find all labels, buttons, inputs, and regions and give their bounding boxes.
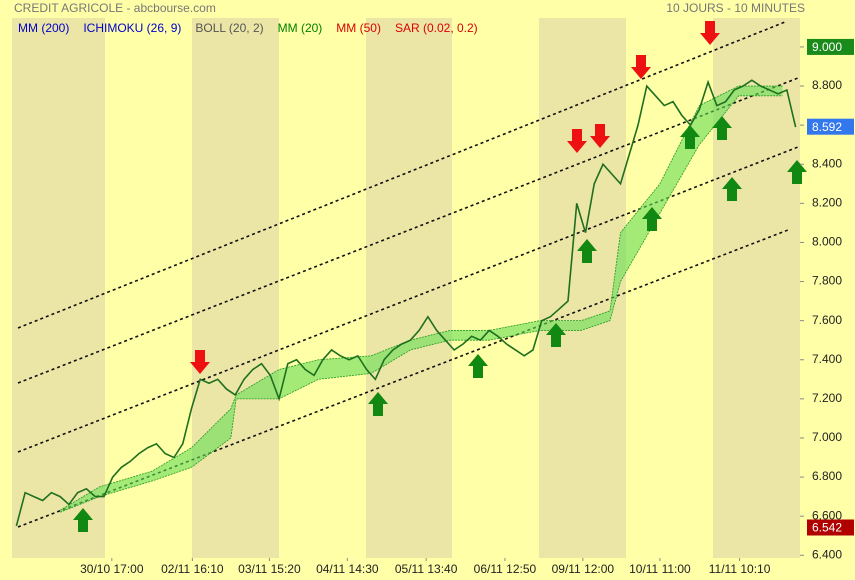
price-badge	[807, 38, 854, 55]
price-badge-label: 6.542	[812, 521, 842, 535]
y-tick-label: 6.800	[812, 469, 842, 483]
price-line	[15, 79, 797, 527]
x-tick-label: 09/11 12:00	[552, 562, 615, 576]
x-tick-label: 06/11 12:50	[474, 562, 537, 576]
price-badge	[807, 118, 854, 135]
x-tick-label: 05/11 13:40	[395, 562, 458, 576]
y-tick-label: 6.400	[812, 547, 842, 561]
y-tick-label: 6.600	[812, 508, 842, 522]
price-badge-label: 8.592	[812, 120, 842, 134]
price-badge-label: 9.000	[812, 40, 842, 54]
plot	[15, 79, 797, 527]
legend-entry: MM (20)	[278, 21, 323, 35]
x-tick-label: 30/10 17:00	[80, 562, 144, 576]
y-tick-label: 7.000	[812, 430, 842, 444]
legend-entry: SAR (0.02, 0.2)	[395, 21, 478, 35]
y-tick-label: 7.200	[812, 391, 842, 405]
cloud-edge	[60, 95, 783, 513]
x-tick-label: 02/11 16:10	[161, 562, 224, 576]
y-tick-label: 8.000	[812, 235, 842, 249]
y-tick-label: 7.600	[812, 313, 842, 327]
day-bands	[12, 18, 800, 558]
y-tick-label: 8.200	[812, 196, 842, 210]
x-tick-label: 03/11 15:20	[238, 562, 301, 576]
legend-entry: MM (200)	[18, 21, 69, 35]
legend-entry: ICHIMOKU (26, 9)	[83, 21, 181, 35]
y-tick-label: 7.400	[812, 352, 842, 366]
x-tick-label: 10/11 11:00	[629, 562, 691, 576]
y-tick-label: 7.800	[812, 274, 842, 288]
x-tick-label: 04/11 14:30	[316, 562, 379, 576]
price-badge	[807, 519, 854, 536]
y-tick-label: 8.400	[812, 156, 842, 170]
legend-entry: BOLL (20, 2)	[195, 21, 263, 35]
chart-title: CREDIT AGRICOLE - abcbourse.com	[14, 1, 216, 15]
x-tick-label: 11/11 10:10	[709, 562, 771, 576]
chart-subtitle: 10 JOURS - 10 MINUTES	[666, 1, 805, 15]
ichimoku-cloud	[60, 86, 783, 513]
y-tick-label: 8.800	[812, 78, 842, 92]
legend-entry: MM (50)	[336, 21, 381, 35]
cloud-edge	[59, 85, 783, 511]
